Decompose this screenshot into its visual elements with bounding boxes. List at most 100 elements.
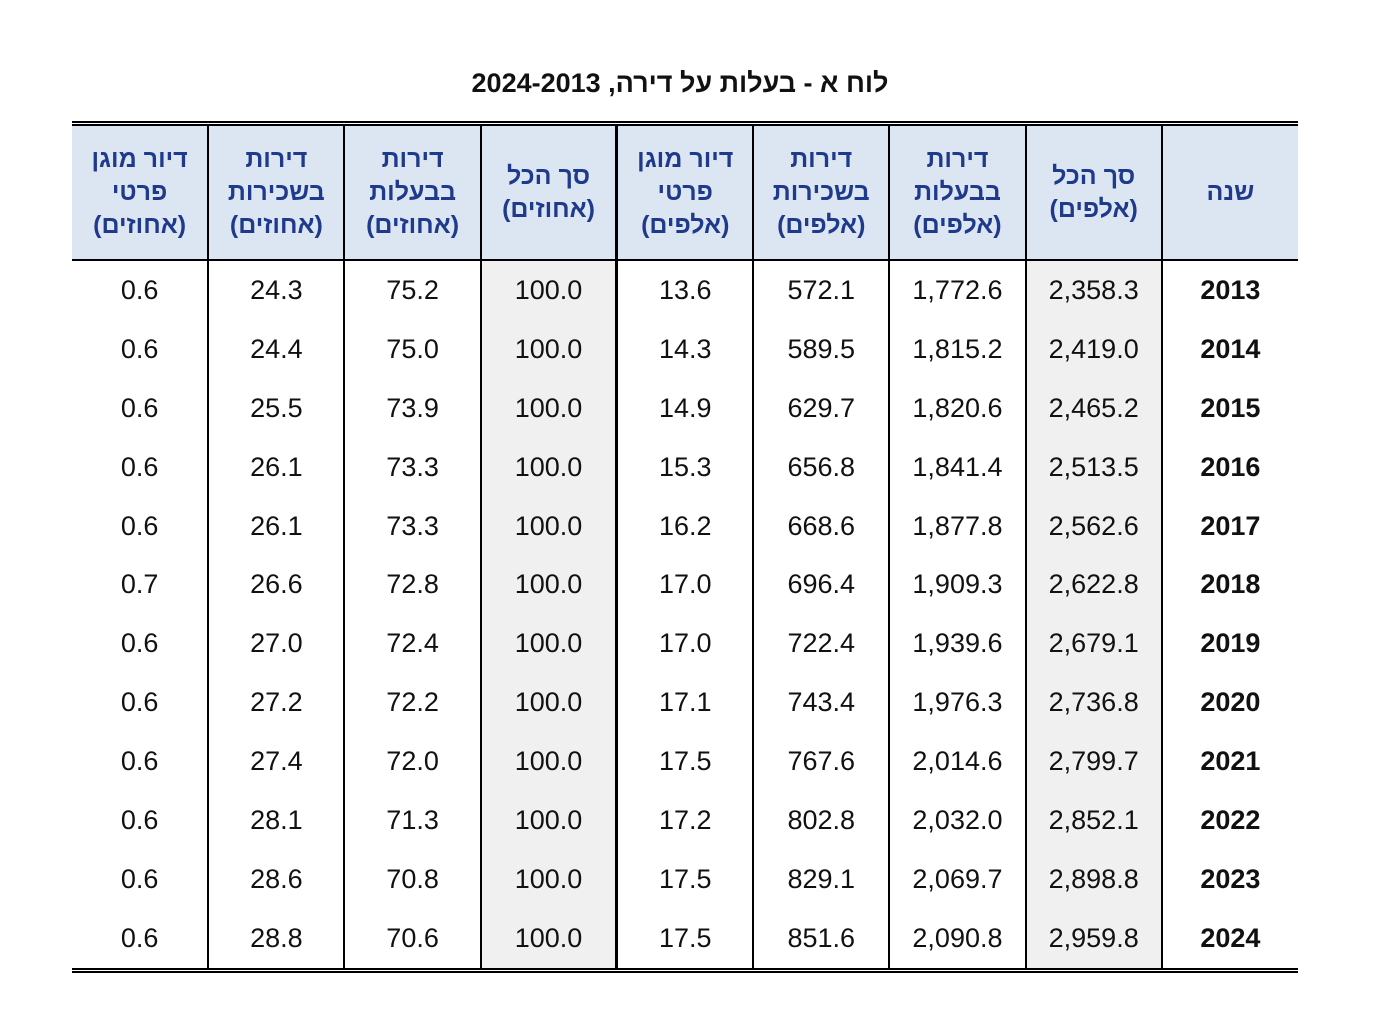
value-cell: 100.0: [479, 378, 617, 438]
value-cell: 26.1: [207, 496, 345, 556]
table-row: 2014 2,419.0 1,815.2 589.5 14.3 100.0 75.0 24.4…: [72, 319, 1298, 379]
value-cell: 100.0: [479, 614, 617, 674]
header-line: פרטי: [111, 178, 168, 206]
value-cell: 0.6: [120, 628, 159, 659]
value-cell: 27.0: [207, 614, 345, 674]
year-cell: 2024: [1160, 908, 1298, 971]
value-cell: 100.0: [479, 908, 617, 971]
year-cell: 2019: [1160, 614, 1298, 674]
value-cell: 15.3: [615, 437, 754, 497]
value-cell: 1,772.6: [888, 260, 1026, 320]
value-cell: 589.5: [752, 319, 890, 379]
column-header: סך הכל (אחוזים): [479, 123, 617, 261]
table-row: 2023 2,898.8 2,069.7 829.1 17.5 100.0 70.8 28.6…: [72, 849, 1298, 909]
year-cell: 2014: [1160, 319, 1298, 379]
value-cell: 0.6: [120, 333, 159, 364]
header-line: בשכירות: [772, 178, 870, 206]
year-cell: 2017: [1160, 496, 1298, 556]
value-cell: 2,959.8: [1024, 908, 1162, 971]
value-cell: 28.1: [207, 791, 345, 850]
table-row: 2016 2,513.5 1,841.4 656.8 15.3 100.0 73.3 26.1…: [72, 437, 1298, 497]
value-cell: 1,877.8: [888, 496, 1026, 556]
value-cell: 0.6: [120, 451, 159, 482]
header-line: בבעלות: [914, 178, 1001, 206]
column-header: דירות בבעלות (אחוזים): [343, 123, 481, 261]
header-line: (אלפים): [641, 211, 730, 239]
header-line: (אלפים): [777, 211, 866, 239]
header-line: דיור מוגן: [637, 145, 734, 173]
value-cell: 70.8: [343, 849, 481, 909]
value-cell: 73.9: [343, 378, 481, 438]
column-header: דירות בשכירות (אחוזים): [207, 123, 345, 261]
header-line: (אלפים): [1049, 194, 1138, 223]
value-cell: 73.3: [343, 496, 481, 556]
value-cell: 72.0: [343, 732, 481, 792]
value-cell: 2,799.7: [1024, 732, 1162, 792]
header-line: דיור מוגן: [91, 145, 188, 173]
header-line: פרטי: [657, 178, 713, 206]
value-cell: 0.6: [120, 687, 159, 718]
value-cell: 2,090.8: [888, 908, 1026, 971]
value-cell: 0.6: [120, 863, 159, 894]
year-cell: 2020: [1160, 673, 1298, 733]
column-header: דיור מוגן פרטי (אחוזים): [72, 123, 209, 261]
value-cell: 100.0: [479, 673, 617, 733]
value-cell: 2,513.5: [1024, 437, 1162, 497]
value-cell: 73.3: [343, 437, 481, 497]
column-header: שנה: [1160, 123, 1298, 261]
value-cell: 27.2: [207, 673, 345, 733]
value-cell: 2,032.0: [888, 791, 1026, 850]
header-line: בבעלות: [369, 178, 456, 206]
column-header: דירות בבעלות (אלפים): [888, 123, 1026, 261]
value-cell: 0.7: [120, 569, 159, 600]
value-cell: 24.3: [207, 260, 345, 320]
table-row: 2013 2,358.3 1,772.6 572.1 13.6 100.0 75.2 24.3…: [72, 260, 1298, 320]
value-cell: 28.6: [207, 849, 345, 909]
value-cell: 1,815.2: [888, 319, 1026, 379]
table-row: 2020 2,736.8 1,976.3 743.4 17.1 100.0 72.2 27.2…: [72, 673, 1298, 733]
value-cell: 2,069.7: [888, 849, 1026, 909]
value-cell: 629.7: [752, 378, 890, 438]
value-cell: 14.3: [615, 319, 754, 379]
year-cell: 2015: [1160, 378, 1298, 438]
value-cell: 656.8: [752, 437, 890, 497]
value-cell: 100.0: [479, 260, 617, 320]
table-row: 2021 2,799.7 2,014.6 767.6 17.5 100.0 72.0 27.4…: [72, 732, 1298, 792]
value-cell: 2,622.8: [1024, 555, 1162, 615]
table-body: 2013 2,358.3 1,772.6 572.1 13.6 100.0 75.2 24.3…: [72, 260, 1298, 971]
value-cell: 100.0: [479, 791, 617, 850]
column-header: דירות בשכירות (אלפים): [752, 123, 890, 261]
year-cell: 2013: [1160, 260, 1298, 320]
value-cell: 722.4: [752, 614, 890, 674]
value-cell: 100.0: [479, 732, 617, 792]
year-cell: 2023: [1160, 849, 1298, 909]
header-line: סך הכל: [1052, 161, 1136, 190]
value-cell: 829.1: [752, 849, 890, 909]
value-cell: 100.0: [479, 437, 617, 497]
value-cell: 743.4: [752, 673, 890, 733]
header-line: בשכירות: [227, 178, 325, 206]
value-cell: 2,898.8: [1024, 849, 1162, 909]
table-title: לוח א - בעלות על דירה, 2024-2013: [471, 68, 889, 98]
value-cell: 13.6: [615, 260, 754, 320]
value-cell: 17.2: [615, 791, 754, 850]
value-cell: 668.6: [752, 496, 890, 556]
value-cell: 71.3: [343, 791, 481, 850]
value-cell: 100.0: [479, 555, 617, 615]
header-line: דירות: [790, 145, 853, 173]
value-cell: 2,562.6: [1024, 496, 1162, 556]
value-cell: 851.6: [752, 908, 890, 971]
data-table: שנה סך הכל (אלפים) דירות בבעלות (אלפים) דירות ב…: [72, 121, 1298, 973]
value-cell: 100.0: [479, 319, 617, 379]
value-cell: 2,852.1: [1024, 791, 1162, 850]
header-line: דירות: [926, 145, 989, 173]
value-cell: 2,419.0: [1024, 319, 1162, 379]
table-row: 2017 2,562.6 1,877.8 668.6 16.2 100.0 73.3 26.1…: [72, 496, 1298, 556]
value-cell: 1,939.6: [888, 614, 1026, 674]
column-header: דיור מוגן פרטי (אלפים): [615, 123, 754, 261]
table-row: 2024 2,959.8 2,090.8 851.6 17.5 100.0 70.6 28.8…: [72, 908, 1298, 971]
year-cell: 2021: [1160, 732, 1298, 792]
value-cell: 696.4: [752, 555, 890, 615]
